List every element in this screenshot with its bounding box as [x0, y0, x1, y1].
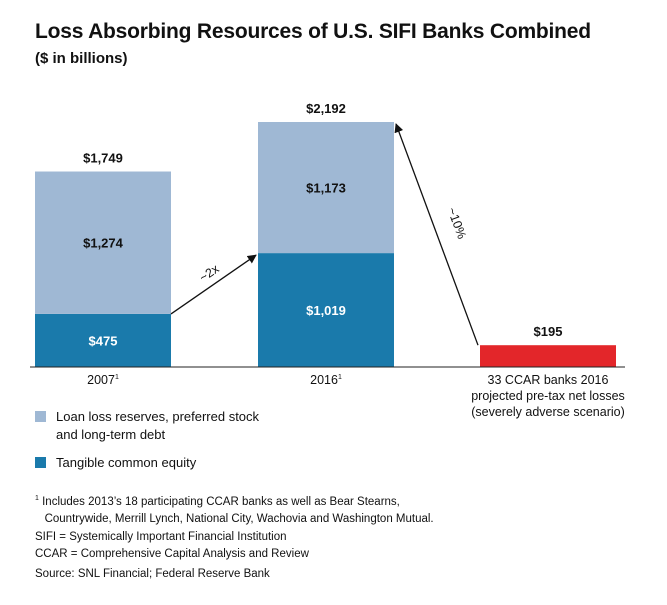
bar-segment: [258, 253, 394, 367]
data-label: $1,173: [306, 181, 346, 196]
footnote-line: SIFI = Systemically Important Financial …: [35, 529, 434, 547]
x-tick-label: (severely adverse scenario): [471, 405, 625, 419]
chart-title: Loss Absorbing Resources of U.S. SIFI Ba…: [35, 20, 591, 43]
ratio-annotation: ~10%: [445, 206, 469, 241]
total-label: $1,749: [83, 151, 123, 166]
bar-segment: [258, 122, 394, 254]
legend-swatch: [35, 457, 46, 468]
footnote-text: SIFI = Systemically Important Financial …: [35, 530, 287, 543]
footnote-text: CCAR = Comprehensive Capital Analysis an…: [35, 548, 309, 561]
legend-label-line: Loan loss reserves, preferred stock: [56, 409, 260, 424]
bar-segment: [480, 345, 616, 367]
legend-swatch: [35, 411, 46, 422]
data-label: $1,274: [83, 236, 124, 251]
footnote-line: 1 Includes 2013’s 18 participating CCAR …: [35, 490, 434, 511]
bar-segment: [35, 313, 171, 367]
legend-item: Loan loss reserves, preferred stock and l…: [35, 408, 259, 444]
legend-label: Tangible common equity: [56, 454, 196, 472]
data-label: $1,019: [306, 303, 346, 318]
legend-label-line: and long-term debt: [56, 427, 166, 442]
legend-item: Tangible common equity: [35, 454, 259, 472]
ratio-arrow: [394, 123, 479, 346]
bar-segment: [35, 171, 171, 314]
chart-subtitle: ($ in billions): [35, 50, 128, 67]
x-tick-label: 20161: [310, 373, 342, 387]
legend: Loan loss reserves, preferred stock and l…: [35, 408, 259, 482]
footnote-line: Countrywide, Merrill Lynch, National Cit…: [35, 511, 434, 529]
x-tick-label: projected pre-tax net losses: [471, 389, 625, 403]
bar-chart: $475 $1,274 $1,749 $1,019 $1,173 $2,192 $195 20…: [30, 101, 625, 419]
data-label: $475: [89, 333, 118, 348]
legend-label: Loan loss reserves, preferred stock and l…: [56, 408, 259, 444]
growth-arrow: [170, 254, 257, 315]
x-tick-label: 20071: [87, 373, 119, 387]
footnote-text: Includes 2013’s 18 participating CCAR ba…: [38, 495, 400, 508]
total-label: $2,192: [306, 101, 346, 116]
footnote-line: CCAR = Comprehensive Capital Analysis an…: [35, 546, 434, 564]
footnote-text: Countrywide, Merrill Lynch, National Cit…: [35, 513, 434, 526]
footnote-marker: 1: [35, 495, 39, 502]
footnotes: 1 Includes 2013’s 18 participating CCAR …: [35, 490, 434, 564]
x-tick-label: 33 CCAR banks 2016: [488, 373, 609, 387]
legend-label-line: Tangible common equity: [56, 455, 197, 470]
source-note: Source: SNL Financial; Federal Reserve B…: [35, 568, 270, 580]
total-label: $195: [534, 324, 563, 339]
